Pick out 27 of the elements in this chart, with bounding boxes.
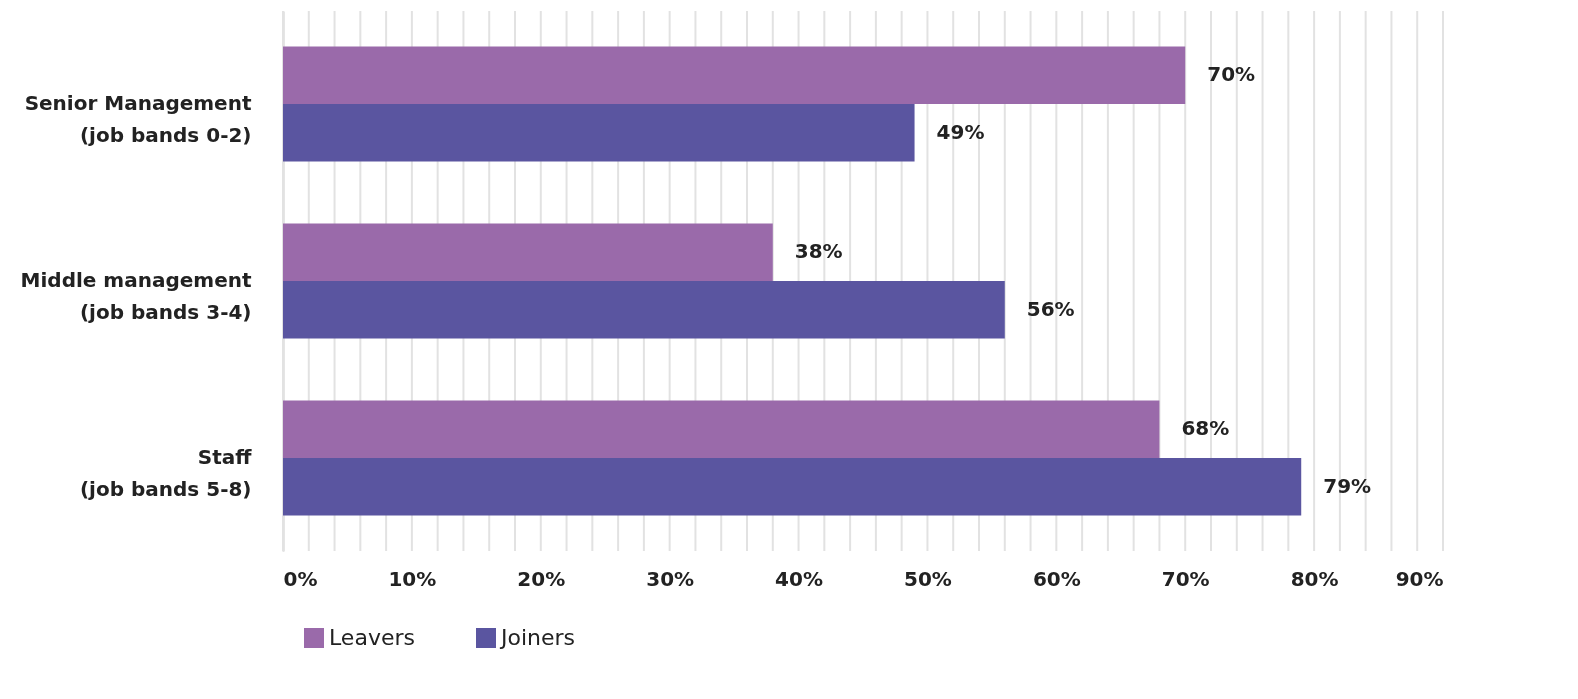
x-tick-label: 70% (1161, 566, 1210, 591)
x-tick-label: 60% (1032, 566, 1081, 591)
bar (283, 46, 1186, 104)
bar (283, 281, 1005, 339)
x-tick-label: 50% (904, 566, 952, 591)
data-label: 70% (1207, 62, 1256, 87)
x-tick-label: 30% (646, 566, 695, 591)
legend-label: Leavers (329, 625, 415, 650)
x-tick-label: 80% (1290, 566, 1339, 591)
x-tick-label: 20% (517, 566, 566, 591)
data-label: 68% (1181, 416, 1230, 441)
bar (283, 400, 1160, 459)
data-label: 49% (936, 119, 985, 144)
x-tick-label: 0% (283, 566, 318, 591)
bar (283, 103, 915, 162)
data-label: 56% (1026, 296, 1075, 321)
y-tick-label: Staff (job bands 5-8) (79, 445, 253, 502)
x-tick-label: 10% (388, 566, 437, 591)
data-label: 38% (794, 239, 843, 264)
bar (283, 458, 1302, 516)
y-tick-label: Middle management (job bands 3-4) (20, 268, 252, 324)
data-label: 79% (1323, 473, 1372, 498)
x-tick-label: 90% (1395, 566, 1444, 591)
x-tick-label: 40% (775, 566, 823, 591)
y-tick-label: Senior Management (job bands 0-2) (24, 90, 252, 147)
legend-label: Joiners (499, 625, 576, 650)
bar (283, 223, 773, 281)
